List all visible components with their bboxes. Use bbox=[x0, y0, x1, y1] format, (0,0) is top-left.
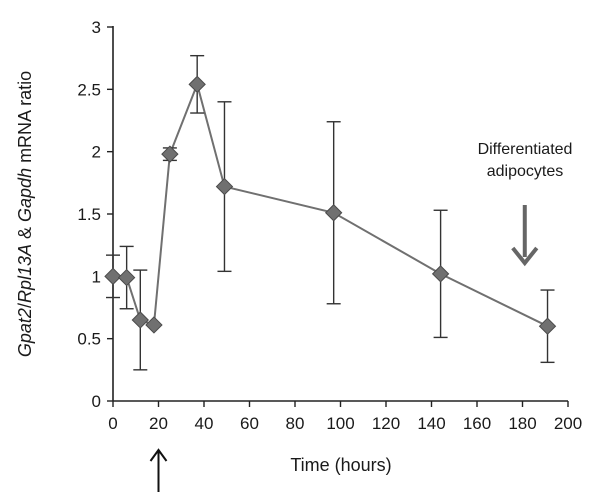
arrow-up-head bbox=[149, 448, 168, 462]
x-tick-label: 20 bbox=[149, 414, 168, 433]
annotation-label: Differentiated bbox=[478, 141, 573, 158]
y-axis-title-part: Gpat2 bbox=[15, 308, 35, 357]
x-tick-label: 160 bbox=[463, 414, 491, 433]
data-point bbox=[131, 311, 150, 329]
y-tick-label: 0.5 bbox=[77, 330, 101, 349]
x-tick-label: 40 bbox=[195, 414, 214, 433]
annotation-label: adipocytes bbox=[487, 163, 564, 180]
x-tick-label: 200 bbox=[554, 414, 582, 433]
y-tick-label: 1.5 bbox=[77, 205, 101, 224]
data-point bbox=[104, 267, 122, 286]
data-point bbox=[161, 145, 179, 163]
y-axis-title-part: Gapdh bbox=[15, 168, 35, 222]
axes bbox=[107, 26, 569, 407]
data-point bbox=[538, 317, 557, 335]
x-tick-label: 60 bbox=[240, 414, 259, 433]
y-axis-title-part: & bbox=[15, 222, 35, 244]
x-tick-label: 180 bbox=[508, 414, 536, 433]
y-tick-label: 0 bbox=[92, 392, 101, 411]
y-axis-title-part: mRNA ratio bbox=[15, 71, 35, 168]
y-axis-title-part: Rpl13A bbox=[15, 244, 35, 303]
x-tick-label: 140 bbox=[417, 414, 445, 433]
y-tick-label: 2.5 bbox=[77, 80, 101, 99]
data-point bbox=[117, 268, 136, 287]
y-tick-label: 2 bbox=[92, 143, 101, 162]
data-point bbox=[145, 316, 163, 334]
x-tick-label: 0 bbox=[108, 414, 117, 433]
data-point bbox=[431, 265, 450, 283]
tick-labels: 0 0.5 1 1.5 2 2.5 3 0 20 40 60 80 100 120 140 160 180 200 bbox=[77, 18, 582, 433]
series-line bbox=[112, 81, 548, 328]
y-tick-label: 1 bbox=[92, 267, 101, 286]
x-tick-label: 120 bbox=[372, 414, 400, 433]
arrow-down-head bbox=[511, 246, 539, 267]
y-axis-title-part: / bbox=[15, 303, 35, 308]
y-tick-label: 3 bbox=[92, 18, 101, 37]
annotations: Differentiated adipocytes bbox=[149, 141, 573, 492]
data-point bbox=[188, 75, 206, 94]
x-tick-label: 80 bbox=[286, 414, 305, 433]
data-series bbox=[104, 54, 557, 371]
x-tick-label: 100 bbox=[326, 414, 354, 433]
data-point bbox=[324, 204, 343, 222]
data-point bbox=[215, 177, 234, 196]
y-axis-title: Gpat2/Rpl13A & Gapdh mRNA ratio bbox=[15, 71, 35, 357]
x-axis-title: Time (hours) bbox=[290, 455, 391, 475]
